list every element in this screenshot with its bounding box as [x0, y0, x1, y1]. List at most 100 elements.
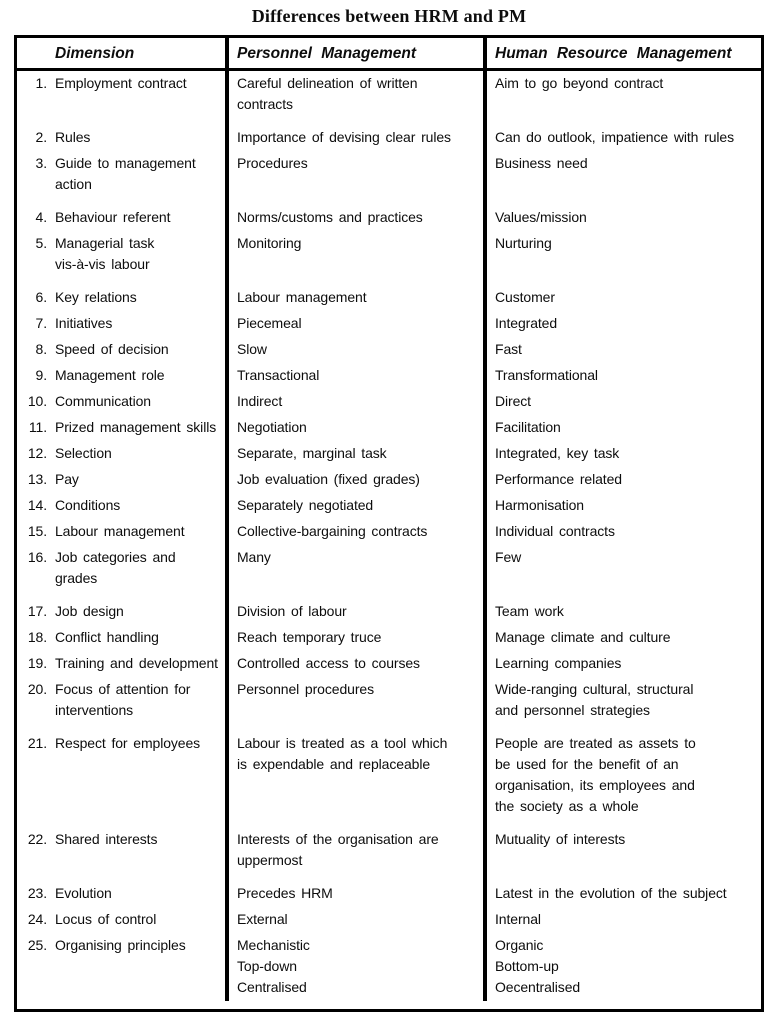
personnel-management-cell: Reach temporary truce: [225, 625, 483, 651]
human-resource-management-cell: Latest in the evolution of the subject: [483, 881, 761, 907]
row-number: 2.: [35, 129, 48, 145]
human-resource-management-cell: Aim to go beyond contract: [483, 71, 761, 125]
human-resource-management-cell: Mutuality of interests: [483, 827, 761, 881]
dimension-cell: 11. Prized management skills: [17, 415, 225, 441]
personnel-management-cell: Job evaluation (fixed grades): [225, 467, 483, 493]
row-number: 15.: [27, 523, 47, 539]
header-dimension: Dimension: [55, 45, 135, 62]
dimension-cell: 14. Conditions: [17, 493, 225, 519]
dimension-text: Employment contract: [55, 75, 187, 91]
dimension-text: Labour management: [55, 523, 185, 539]
personnel-management-cell: Slow: [225, 337, 483, 363]
dimension-cell: 13. Pay: [17, 467, 225, 493]
human-resource-management-cell: Team work: [483, 599, 761, 625]
table-row: 9. Management role Transactional Transfo…: [17, 363, 761, 389]
table-row: 5. Managerial task vis-à-vis labour Moni…: [17, 231, 761, 285]
dimension-cell: 22. Shared interests: [17, 827, 225, 881]
table-row: 4. Behaviour referent Norms/customs and …: [17, 205, 761, 231]
row-number: 24.: [27, 911, 47, 927]
personnel-management-cell: Importance of devising clear rules: [225, 125, 483, 151]
dimension-text: Communication: [55, 393, 151, 409]
personnel-management-cell: Division of labour: [225, 599, 483, 625]
dimension-text: Behaviour referent: [55, 209, 171, 225]
human-resource-management-cell: Nurturing: [483, 231, 761, 285]
personnel-management-cell: Labour management: [225, 285, 483, 311]
dimension-text: Management role: [55, 367, 165, 383]
dimension-text: Shared interests: [55, 831, 158, 847]
dimension-text: Respect for employees: [55, 735, 201, 751]
dimension-cell: 17. Job design: [17, 599, 225, 625]
row-number: 17.: [27, 603, 47, 619]
row-number: 13.: [27, 471, 47, 487]
table-row: 1. Employment contract Careful delineati…: [17, 71, 761, 125]
human-resource-management-cell: Organic Bottom-up Oecentralised: [483, 933, 761, 1001]
human-resource-management-cell: Transformational: [483, 363, 761, 389]
table-row: 19. Training and development Controlled …: [17, 651, 761, 677]
table-row: 22. Shared interests Interests of the or…: [17, 827, 761, 881]
personnel-management-cell: Transactional: [225, 363, 483, 389]
human-resource-management-cell: Performance related: [483, 467, 761, 493]
row-number: 4.: [35, 209, 48, 225]
personnel-management-cell: Personnel procedures: [225, 677, 483, 731]
dimension-cell: 5. Managerial task vis-à-vis labour: [17, 231, 225, 285]
page-title: Differences between HRM and PM: [251, 6, 527, 26]
personnel-management-cell: Interests of the organisation are upperm…: [225, 827, 483, 881]
personnel-management-cell: Indirect: [225, 389, 483, 415]
dimension-text: Initiatives: [55, 315, 113, 331]
row-number: 23.: [27, 885, 47, 901]
dimension-text: Prized management skills: [55, 419, 217, 435]
dimension-text: Rules: [55, 129, 91, 145]
human-resource-management-cell: Fast: [483, 337, 761, 363]
table-header: Dimension Personnel Management Human Res…: [17, 38, 761, 71]
dimension-cell: 6. Key relations: [17, 285, 225, 311]
table-row: 25. Organising principles Mechanistic To…: [17, 933, 761, 1001]
human-resource-management-cell: Manage climate and culture: [483, 625, 761, 651]
dimension-cell: 24. Locus of control: [17, 907, 225, 933]
human-resource-management-cell: Values/mission: [483, 205, 761, 231]
dimension-text: Conditions: [55, 497, 121, 513]
table-row: 20. Focus of attention for interventions…: [17, 677, 761, 731]
table-row: 13. Pay Job evaluation (fixed grades) Pe…: [17, 467, 761, 493]
dimension-cell: 25. Organising principles: [17, 933, 225, 1001]
dimension-text: Speed of decision: [55, 341, 169, 357]
table-row: 24. Locus of control External Internal: [17, 907, 761, 933]
row-number: 11.: [28, 419, 47, 435]
human-resource-management-cell: Facilitation: [483, 415, 761, 441]
header-row: Dimension Personnel Management Human Res…: [17, 38, 761, 71]
dimension-text: Selection: [55, 445, 112, 461]
dimension-text: Focus of attention for interventions: [55, 681, 191, 718]
human-resource-management-cell: Direct: [483, 389, 761, 415]
personnel-management-cell: Collective-bargaining contracts: [225, 519, 483, 545]
dimension-cell: 20. Focus of attention for interventions: [17, 677, 225, 731]
row-number: 5.: [35, 235, 48, 251]
row-number: 21.: [27, 735, 47, 751]
table-row: 7. Initiatives Piecemeal Integrated: [17, 311, 761, 337]
table-row: 6. Key relations Labour management Custo…: [17, 285, 761, 311]
table-row: 8. Speed of decision Slow Fast: [17, 337, 761, 363]
human-resource-management-cell: Wide-ranging cultural, structural and pe…: [483, 677, 761, 731]
personnel-management-cell: External: [225, 907, 483, 933]
table-row: 17. Job design Division of labour Team w…: [17, 599, 761, 625]
dimension-text: Conflict handling: [55, 629, 159, 645]
dimension-cell: 16. Job categories and grades: [17, 545, 225, 599]
human-resource-management-cell: Learning companies: [483, 651, 761, 677]
header-personnel-management: Personnel Management: [225, 38, 483, 68]
dimension-text: Pay: [55, 471, 79, 487]
dimension-cell: 15. Labour management: [17, 519, 225, 545]
dimension-cell: 12. Selection: [17, 441, 225, 467]
personnel-management-cell: Monitoring: [225, 231, 483, 285]
header-human-resource-management: Human Resource Management: [483, 38, 761, 68]
dimension-cell: 19. Training and development: [17, 651, 225, 677]
row-number: 6.: [35, 289, 48, 305]
row-number: 7.: [35, 315, 48, 331]
row-number: 20.: [27, 681, 47, 697]
dimension-text: Training and development: [55, 655, 218, 671]
row-number: 3.: [35, 155, 48, 171]
row-number: 14.: [27, 497, 47, 513]
dimension-text: Job design: [55, 603, 124, 619]
table-row: 23. Evolution Precedes HRM Latest in the…: [17, 881, 761, 907]
row-number: 8.: [35, 341, 48, 357]
personnel-management-cell: Precedes HRM: [225, 881, 483, 907]
table-row: 15. Labour management Collective-bargain…: [17, 519, 761, 545]
row-number: 10.: [27, 393, 47, 409]
